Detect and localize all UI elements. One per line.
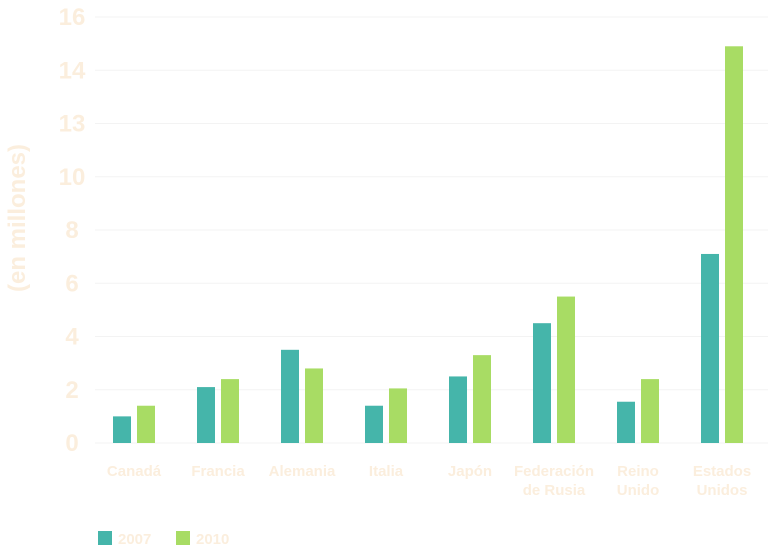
bars <box>113 46 743 443</box>
bar-2007 <box>617 401 635 443</box>
legend-swatch <box>98 531 112 545</box>
gridlines <box>95 16 768 444</box>
bar-2007 <box>113 416 131 443</box>
bar-2007 <box>701 253 719 443</box>
x-category-label: Alemania <box>269 463 336 480</box>
y-tick-label: 8 <box>65 217 78 244</box>
bar-2010 <box>389 388 407 443</box>
legend-label: 2010 <box>196 531 229 548</box>
legend: 2007 2010 <box>98 531 229 548</box>
y-tick-label: 14 <box>59 57 86 84</box>
bar-2007 <box>197 387 215 443</box>
bar-2010 <box>641 379 659 443</box>
x-category-label: Japón <box>448 463 492 480</box>
y-tick-label: 10 <box>59 164 86 191</box>
y-tick-label: 4 <box>65 324 79 351</box>
bar-2010 <box>221 379 239 443</box>
x-category-label: Italia <box>369 463 404 480</box>
legend-swatch <box>176 531 190 545</box>
x-category-label: Canadá <box>107 463 162 480</box>
y-tick-label: 16 <box>59 4 86 31</box>
bar-2007 <box>533 323 551 443</box>
x-category-label: Reino Unido <box>617 463 660 499</box>
bar-2007 <box>365 405 383 443</box>
bar-2010 <box>725 46 743 443</box>
x-category-label: Estados Unidos <box>693 463 751 499</box>
legend-label: 2007 <box>118 531 151 548</box>
y-axis-label: (en millones) <box>4 144 31 292</box>
x-axis-categories: Canadá Francia Alemania Italia Japón Federaci… <box>107 463 751 499</box>
bar-2007 <box>281 349 299 443</box>
bar-2010 <box>557 296 575 443</box>
y-tick-label: 6 <box>65 270 78 297</box>
bar-2010 <box>473 355 491 443</box>
bar-2010 <box>137 405 155 443</box>
y-tick-label: 2 <box>65 377 78 404</box>
x-category-label: Francia <box>191 463 245 480</box>
bar-2007 <box>449 376 467 443</box>
y-tick-label: 13 <box>59 111 86 138</box>
y-tick-label: 0 <box>65 430 78 457</box>
x-category-label: Federación de Rusia <box>514 463 594 499</box>
y-axis-ticks: 0 2 4 6 8 10 13 14 16 <box>59 4 86 457</box>
bar-2010 <box>305 368 323 443</box>
